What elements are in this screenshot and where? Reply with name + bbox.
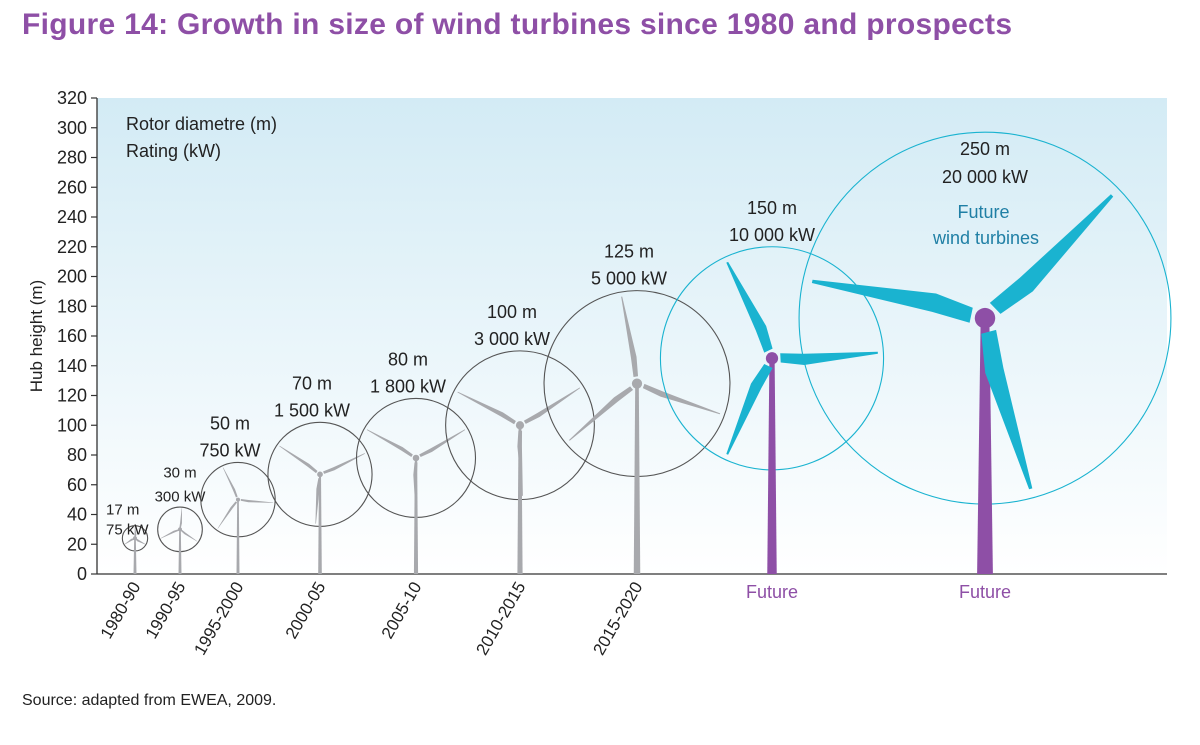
y-tick-label: 200 (57, 267, 87, 287)
rating-label: 5 000 kW (591, 269, 667, 289)
hub (235, 497, 241, 502)
y-axis-ticks: 0 20 40 60 80 100 120 140 160 180 200 220 240 260 280 3… (57, 88, 97, 584)
legend-rating: Rating (kW) (126, 141, 221, 161)
y-tick-label: 20 (67, 534, 87, 554)
blade (279, 445, 318, 474)
rating-label: 1 800 kW (370, 376, 446, 396)
y-tick-label: 180 (57, 296, 87, 316)
blade (323, 453, 365, 474)
blade (981, 329, 1033, 490)
hub (765, 352, 779, 365)
blade (160, 529, 179, 539)
rating-label: 75 kW (106, 521, 149, 538)
hub (317, 471, 323, 478)
blade (217, 501, 238, 529)
y-tick-label: 300 (57, 118, 87, 138)
blade (989, 194, 1114, 314)
blade (240, 498, 274, 503)
y-tick-label: 60 (67, 475, 87, 495)
hub (974, 307, 996, 329)
y-tick-label: 280 (57, 148, 87, 168)
x-tick-label: 2010-2015 (472, 579, 529, 659)
legend-diameter: Rotor diametre (m) (126, 114, 277, 134)
blade (642, 383, 721, 415)
diameter-label: 250 m (960, 139, 1010, 159)
rating-label: 750 kW (199, 440, 260, 460)
rating-label: 3 000 kW (474, 329, 550, 349)
blade (517, 430, 523, 496)
diameter-label: 17 m (106, 501, 139, 518)
x-tick-label: 2005-10 (378, 579, 426, 643)
x-tick-label: 1980-90 (97, 579, 145, 643)
rating-label: 1 500 kW (274, 400, 350, 420)
blade (569, 386, 634, 441)
diameter-label: 150 m (747, 198, 797, 218)
blade (811, 279, 973, 323)
diameter-label: 100 m (487, 302, 537, 322)
diameter-label: 80 m (388, 349, 428, 369)
blade (366, 429, 413, 457)
blade (315, 478, 321, 524)
y-tick-label: 100 (57, 415, 87, 435)
blade (179, 508, 183, 528)
x-tick-label: 2000-05 (282, 579, 330, 643)
future-caption: Future wind turbines (932, 202, 1039, 248)
y-tick-label: 220 (57, 237, 87, 257)
blade (124, 538, 135, 545)
diameter-label: 30 m (163, 464, 196, 481)
y-tick-label: 0 (77, 564, 87, 584)
x-tick-label: 1990-95 (142, 579, 190, 643)
y-tick-label: 40 (67, 505, 87, 525)
blade (413, 462, 418, 515)
hub (631, 378, 643, 389)
tower (236, 499, 240, 574)
tower (633, 383, 641, 574)
blade (419, 429, 466, 457)
y-axis-label: Hub height (m) (27, 280, 46, 392)
blade (135, 538, 146, 545)
tower (178, 529, 182, 574)
blade (134, 526, 137, 538)
rating-label: 300 kW (155, 488, 207, 505)
blade (180, 529, 198, 542)
hub (412, 454, 420, 462)
hub (178, 527, 182, 532)
x-tick-label: Future (959, 582, 1011, 602)
blade (523, 387, 581, 424)
diameter-label: 125 m (604, 242, 654, 262)
y-tick-label: 140 (57, 356, 87, 376)
y-tick-label: 240 (57, 207, 87, 227)
tower (133, 538, 137, 574)
hub (133, 536, 137, 541)
y-tick-label: 320 (57, 88, 87, 108)
blade (726, 364, 773, 455)
turbine-9: 250 m 20 000 kW Future (798, 131, 1172, 602)
rating-label: 20 000 kW (942, 167, 1028, 187)
diameter-label: 70 m (292, 373, 332, 393)
y-tick-label: 260 (57, 177, 87, 197)
blade (621, 296, 639, 378)
blade (222, 467, 238, 498)
hub (515, 421, 525, 430)
y-tick-label: 80 (67, 445, 87, 465)
diameter-label: 50 m (210, 413, 250, 433)
y-tick-label: 120 (57, 386, 87, 406)
x-tick-label: 1995-2000 (190, 579, 247, 659)
rating-label: 10 000 kW (729, 225, 815, 245)
blade (726, 261, 773, 353)
source-note: Source: adapted from EWEA, 2009. (22, 692, 277, 709)
y-tick-label: 160 (57, 326, 87, 346)
tower (767, 358, 777, 574)
tower (318, 474, 322, 574)
figure-title: Figure 14: Growth in size of wind turbin… (22, 8, 1013, 41)
blade (457, 391, 516, 425)
x-tick-label: Future (746, 582, 798, 602)
x-tick-label: 2015-2020 (589, 579, 646, 659)
